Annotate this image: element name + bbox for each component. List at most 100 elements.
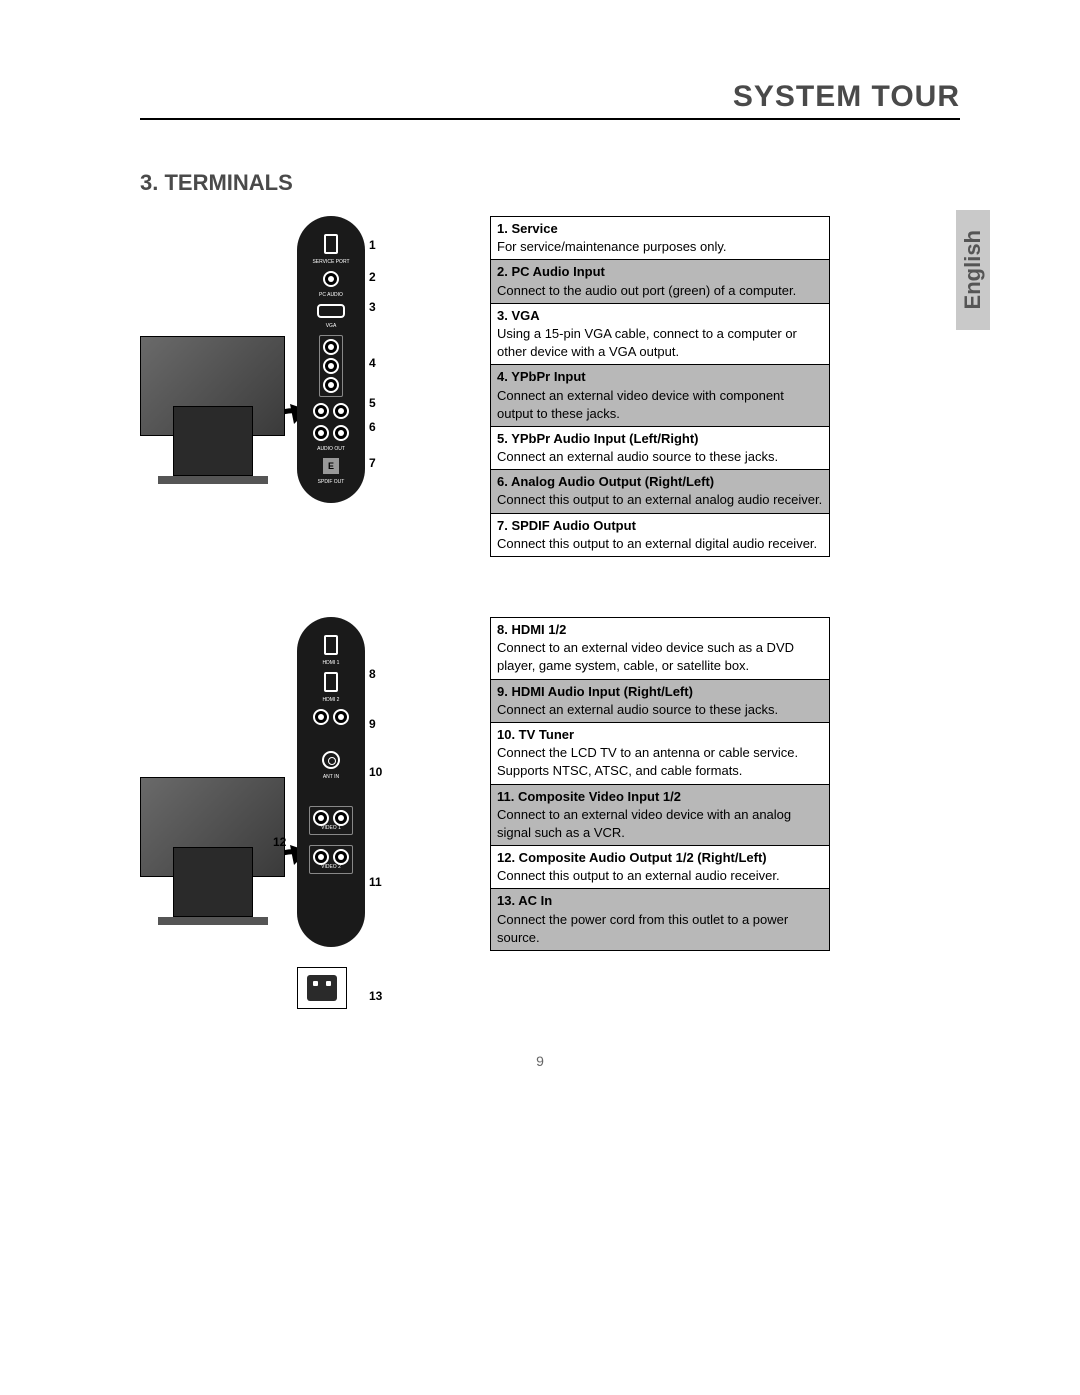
table-cell: 12. Composite Audio Output 1/2 (Right/Le… [491,846,830,889]
table-cell: 10. TV Tuner Connect the LCD TV to an ant… [491,722,830,784]
analog-out-row [313,425,349,441]
tuner-port-icon [322,751,340,769]
page-title: SYSTEM TOUR [140,80,960,118]
callout-10: 10 [369,765,382,779]
tv-mount [173,847,253,917]
vga-port-icon [317,304,345,318]
terminal-title: 2. PC Audio Input [497,264,605,279]
terminal-description: Connect this output to an external digit… [497,536,817,551]
video1-group: VIDEO 1 [309,806,353,835]
table-cell: 8. HDMI 1/2 Connect to an external video … [491,618,830,680]
callout-8: 8 [369,667,376,681]
callout-7: 7 [369,456,376,470]
table-row: 7. SPDIF Audio OutputConnect this output… [491,513,830,556]
section-title: 3. TERMINALS [140,170,960,196]
hdmi2-port-icon [324,672,338,692]
table-row: 8. HDMI 1/2 Connect to an external video … [491,618,830,680]
table-row: 5. YPbPr Audio Input (Left/Right) Connect… [491,426,830,469]
tv-stand [158,476,268,484]
spdif-port-icon: E [323,458,339,474]
ac-connector-icon [307,975,337,1001]
table-cell: 9. HDMI Audio Input (Right/Left) Connect … [491,679,830,722]
table-row: 6. Analog Audio Output (Right/Left) Conne… [491,470,830,513]
terminal-title: 11. Composite Video Input 1/2 [497,789,681,804]
diagram-col-1: SERVICE PORT PC AUDIO VGA [140,216,470,536]
terminal-table-1: 1. ServiceFor service/maintenance purpos… [490,216,830,557]
tv-illustration-1 [140,336,285,536]
table-cell: 3. VGA Using a 15-pin VGA cable, connect … [491,303,830,365]
document-page: SYSTEM TOUR English 3. TERMINALS SERVICE… [0,0,1080,1109]
table-row: 13. AC InConnect the power cord from thi… [491,889,830,951]
page-number: 9 [0,1053,1080,1069]
table-cell: 6. Analog Audio Output (Right/Left) Conne… [491,470,830,513]
callout-13: 13 [369,989,382,1003]
video2-label: VIDEO 2 [313,865,349,870]
callout-5: 5 [369,396,376,410]
terminal-description: Connect an external audio source to thes… [497,449,778,464]
panel-1-wrap: SERVICE PORT PC AUDIO VGA [297,216,365,503]
callout-6: 6 [369,420,376,434]
terminal-description: Connect the LCD TV to an antenna or cabl… [497,745,798,778]
callouts-1: 1 2 3 4 5 6 7 [369,216,399,503]
table-cell: 1. ServiceFor service/maintenance purpos… [491,217,830,260]
header: SYSTEM TOUR [140,80,960,120]
language-label: English [960,230,986,309]
callouts-2: 8 9 10 11 12 13 [369,617,399,1009]
callout-2: 2 [369,270,376,284]
tv-stand [158,917,268,925]
terminal-table-2: 8. HDMI 1/2 Connect to an external video … [490,617,830,951]
table-cell: 13. AC InConnect the power cord from thi… [491,889,830,951]
analog-out-l-icon [313,425,329,441]
audio-out-label: AUDIO OUT [317,447,345,452]
terminal-description: Connect an external audio source to thes… [497,702,778,717]
table-row: 12. Composite Audio Output 1/2 (Right/Le… [491,846,830,889]
table-cell: 11. Composite Video Input 1/2 Connect to … [491,784,830,846]
antin-label: ANT IN [323,775,339,780]
terminal-description: Using a 15-pin VGA cable, connect to a c… [497,326,797,359]
ypbpr-group [319,335,343,397]
hdmi-audio-l-icon [333,709,349,725]
video1-r-icon [333,810,349,826]
pc-audio-label: PC AUDIO [319,293,343,298]
ac-in-box [297,967,347,1009]
terminal-description: Connect to the audio out port (green) of… [497,283,796,298]
video2-v-icon [313,849,329,865]
table-cell: 4. YPbPr Input Connect an external video … [491,365,830,427]
terminal-description: Connect this output to an external audio… [497,868,780,883]
vga-label: VGA [326,324,337,329]
terminal-panel-2: HDMI 1 HDMI 2 ANT IN [297,617,365,947]
callout-3: 3 [369,300,376,314]
callout-1: 1 [369,238,376,252]
tv-mount [173,406,253,476]
terminal-title: 9. HDMI Audio Input (Right/Left) [497,684,693,699]
row-panel-1: SERVICE PORT PC AUDIO VGA [140,216,960,557]
spdif-label: SPDIF OUT [318,480,345,485]
terminal-title: 5. YPbPr Audio Input (Left/Right) [497,431,698,446]
terminal-title: 4. YPbPr Input [497,369,586,384]
table-row: 1. ServiceFor service/maintenance purpos… [491,217,830,260]
table-row: 3. VGA Using a 15-pin VGA cable, connect … [491,303,830,365]
terminal-title: 3. VGA [497,308,540,323]
terminal-description: Connect to an external video device such… [497,640,794,673]
terminal-description: Connect this output to an external analo… [497,492,822,507]
ypbpr-audio-row [313,403,349,419]
terminal-title: 12. Composite Audio Output 1/2 (Right/Le… [497,850,767,865]
table-cell: 5. YPbPr Audio Input (Left/Right) Connect… [491,426,830,469]
hdmi2-label: HDMI 2 [323,698,340,703]
video2-group: VIDEO 2 [309,845,353,874]
service-port-label: SERVICE PORT [312,260,349,265]
table-row: 10. TV Tuner Connect the LCD TV to an ant… [491,722,830,784]
terminal-title: 10. TV Tuner [497,727,574,742]
terminal-description: Connect to an external video device with… [497,807,791,840]
terminal-description: Connect an external video device with co… [497,388,784,421]
pc-audio-port-icon [323,271,339,287]
video2-r-icon [333,849,349,865]
terminal-title: 8. HDMI 1/2 [497,622,566,637]
terminal-title: 13. AC In [497,893,552,908]
video1-label: VIDEO 1 [313,826,349,831]
callout-4: 4 [369,356,376,370]
callout-12: 12 [273,835,286,849]
callout-11: 11 [369,875,382,889]
terminal-title: 6. Analog Audio Output (Right/Left) [497,474,714,489]
ypbpr-audio-l-icon [313,403,329,419]
